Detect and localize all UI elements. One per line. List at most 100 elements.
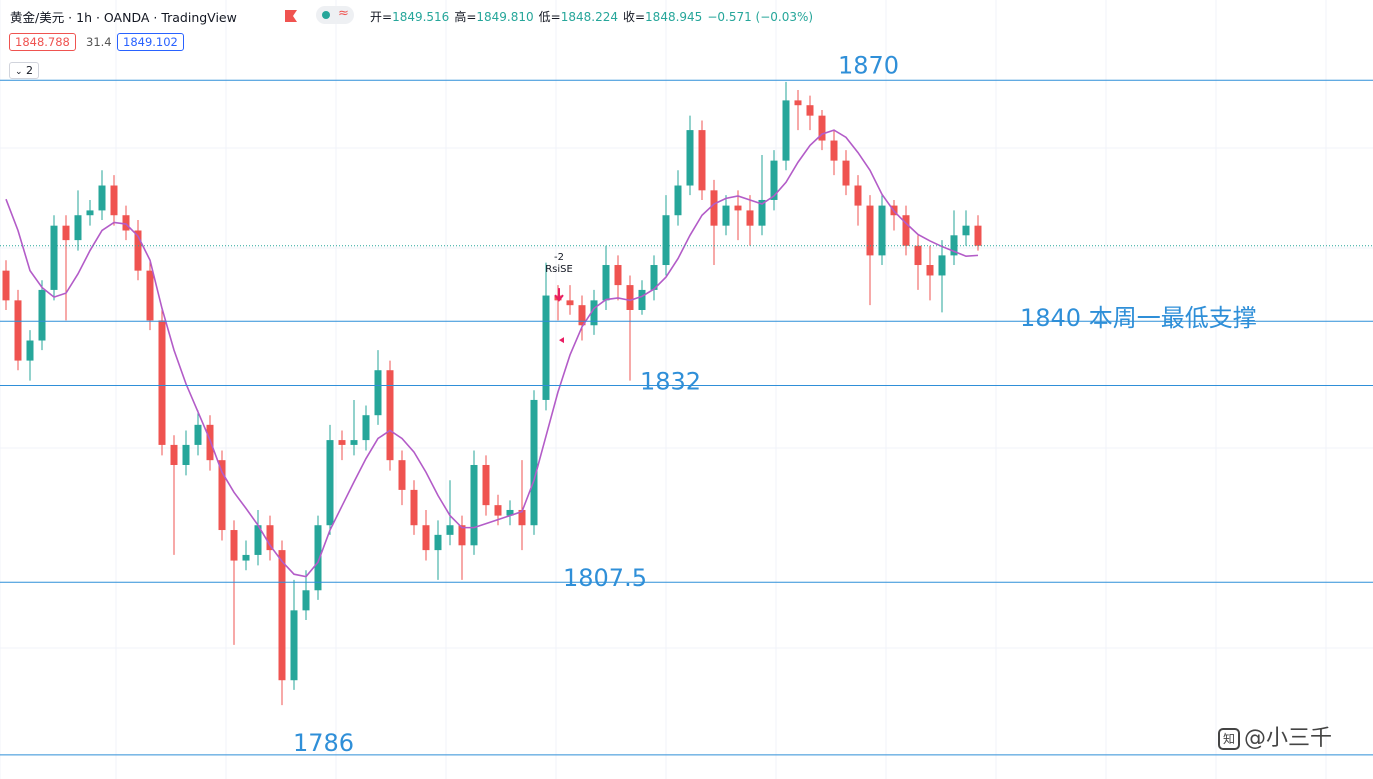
- candle-body: [674, 185, 682, 216]
- candle-body: [266, 525, 274, 551]
- ohlc-value: 1848.224: [560, 10, 618, 24]
- ohlc-label: 收=: [622, 10, 646, 24]
- ohlc-value: 1849.516: [392, 10, 450, 24]
- candle-body: [566, 300, 574, 306]
- candle-body: [374, 370, 382, 416]
- candle-body: [122, 215, 130, 231]
- candle-body: [638, 289, 646, 310]
- candle-body: [746, 210, 754, 226]
- candle-body: [842, 160, 850, 186]
- candle-body: [506, 509, 514, 516]
- indicator-count: 2: [26, 64, 34, 77]
- candle-body: [614, 265, 622, 286]
- candle-body: [530, 399, 538, 526]
- ohlc-value: 1848.945: [645, 10, 703, 24]
- candle-body: [590, 300, 598, 326]
- candle-body: [494, 505, 502, 516]
- candle-body: [326, 440, 334, 526]
- candle-body: [962, 225, 970, 236]
- signal-count: -2: [554, 252, 564, 263]
- candle-body: [458, 525, 466, 546]
- signal-name: RsiSE: [545, 264, 573, 275]
- candle-body: [314, 525, 322, 591]
- candle-body: [38, 289, 46, 341]
- level-label: 1786: [293, 729, 354, 757]
- moving-average: [5, 129, 979, 578]
- candle-body: [782, 100, 790, 161]
- candle-body: [518, 509, 526, 526]
- status-pill[interactable]: ≈: [316, 6, 354, 24]
- candle-body: [446, 525, 454, 535]
- candle-body: [722, 205, 730, 226]
- candle-body: [926, 265, 934, 276]
- watermark: 知 @小三千: [1218, 720, 1332, 752]
- candle-body: [578, 305, 586, 326]
- candle-body: [734, 205, 742, 211]
- ohlc-legend: 开=1849.516 高=1849.810 低=1848.224 收=1848.945…: [370, 8, 813, 25]
- signal-marker: [559, 337, 564, 344]
- candle-body: [206, 424, 214, 461]
- candle-body: [50, 225, 58, 290]
- candle-body: [878, 205, 886, 256]
- candle-body: [338, 440, 346, 445]
- candle-body: [74, 215, 82, 241]
- candle-body: [758, 199, 766, 226]
- candle-body: [146, 270, 154, 321]
- candle-body: [542, 295, 550, 400]
- candle-body: [602, 265, 610, 301]
- candle-body: [698, 130, 706, 191]
- candle-body: [110, 185, 118, 216]
- candle-body: [134, 230, 142, 271]
- indicator-toggle[interactable]: ⌄ 2: [9, 62, 40, 79]
- candle-body: [62, 225, 70, 241]
- candle-body: [2, 270, 10, 301]
- candle-body: [98, 185, 106, 211]
- ask-price[interactable]: 1849.102: [117, 33, 184, 51]
- candle-body: [350, 440, 358, 445]
- ohlc-value: 1849.810: [476, 10, 534, 24]
- candle-body: [14, 300, 22, 361]
- candle-body: [650, 265, 658, 290]
- candle-body: [410, 489, 418, 526]
- candle-body: [362, 415, 370, 441]
- candle-body: [710, 190, 718, 226]
- candle-body: [866, 205, 874, 256]
- candle-body: [158, 320, 166, 445]
- candle-body: [194, 424, 202, 445]
- candle-body: [770, 160, 778, 200]
- candle-body: [794, 100, 802, 106]
- level-label: 1840 本周一最低支撑: [1020, 304, 1257, 332]
- candle-body: [86, 210, 94, 216]
- spread: 31.4: [86, 35, 112, 49]
- candle-body: [230, 530, 238, 561]
- candle-body: [626, 285, 634, 310]
- candle-body: [806, 105, 814, 116]
- candle-body: [938, 255, 946, 276]
- candle-body: [170, 444, 178, 465]
- candle-body: [218, 460, 226, 531]
- candle-body: [254, 525, 262, 555]
- candle-body: [914, 245, 922, 266]
- level-label: 1807.5: [563, 564, 647, 592]
- level-label: 1832: [640, 367, 701, 395]
- flag-icon[interactable]: [283, 9, 299, 23]
- level-label: 1870: [838, 51, 899, 79]
- candle-body: [242, 554, 250, 561]
- candle-body: [302, 590, 310, 611]
- symbol-title: 黄金/美元 · 1h · OANDA · TradingView: [10, 10, 237, 25]
- candle-body: [830, 140, 838, 161]
- candle-body: [422, 525, 430, 551]
- candle-body: [662, 215, 670, 266]
- bid-price[interactable]: 1848.788: [9, 33, 76, 51]
- ohlc-label: 开=: [370, 10, 393, 24]
- candle-body: [26, 340, 34, 361]
- candle-body: [482, 464, 490, 506]
- candle-body: [290, 610, 298, 681]
- candle-body: [854, 185, 862, 206]
- candle-body: [434, 534, 442, 551]
- candle-body: [974, 225, 982, 246]
- candle-body: [686, 130, 694, 186]
- price-change: −0.571 (−0.03%): [707, 10, 814, 24]
